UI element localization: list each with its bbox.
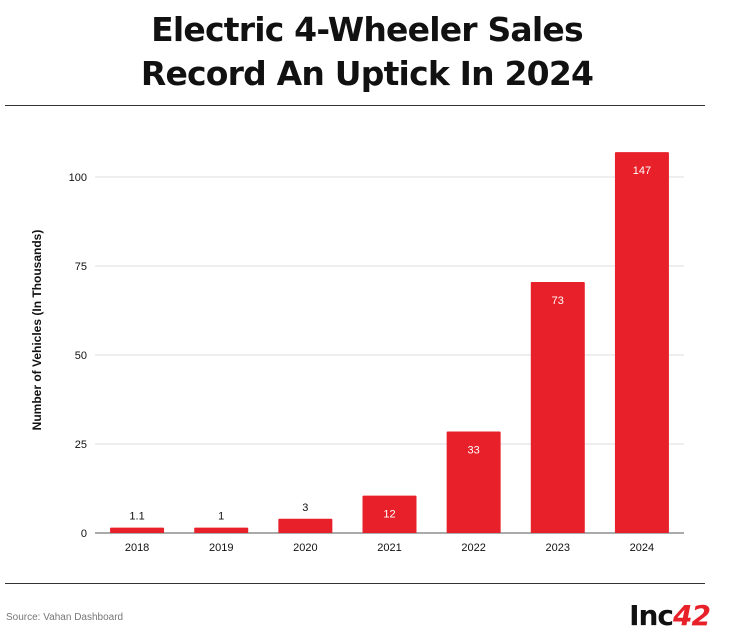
top-divider	[5, 105, 705, 106]
title-line-1: Electric 4-Wheeler Sales	[151, 10, 583, 49]
title-line-2: Record An Uptick In 2024	[140, 54, 594, 93]
data-label: 3	[302, 502, 308, 514]
x-tick-label: 2019	[209, 542, 233, 554]
y-tick-label: 100	[69, 172, 87, 184]
logo-text: Inc	[629, 599, 674, 632]
x-tick-label: 2020	[293, 542, 317, 554]
data-label: 12	[383, 509, 395, 521]
inc42-logo: Inc42	[629, 599, 711, 632]
source-note: Source: Vahan Dashboard	[6, 612, 124, 623]
data-label: 33	[468, 445, 480, 457]
data-label: 1.1	[129, 511, 144, 523]
y-tick-label: 0	[81, 528, 87, 540]
logo-number: 42	[673, 599, 711, 632]
bar	[614, 152, 669, 533]
bottom-divider	[5, 583, 705, 584]
bar	[362, 495, 417, 533]
y-tick-label: 75	[75, 261, 87, 273]
data-label: 1	[218, 511, 224, 523]
bar	[278, 518, 333, 533]
x-tick-label: 2021	[377, 542, 401, 554]
data-label: 147	[633, 165, 651, 177]
bar	[530, 282, 585, 533]
y-tick-label: 50	[75, 350, 87, 362]
y-tick-label: 25	[75, 439, 87, 451]
x-tick-label: 2022	[461, 542, 485, 554]
y-axis-label: Number of Vehicles (In Thousands)	[30, 230, 44, 431]
bar	[194, 527, 249, 533]
data-label: 73	[552, 295, 564, 307]
bar	[110, 527, 165, 533]
x-tick-label: 2018	[125, 542, 149, 554]
x-tick-label: 2023	[546, 542, 570, 554]
chart-title: Electric 4-Wheeler Sales Record An Uptic…	[0, 8, 734, 96]
bar	[446, 431, 501, 533]
x-tick-label: 2024	[630, 542, 654, 554]
